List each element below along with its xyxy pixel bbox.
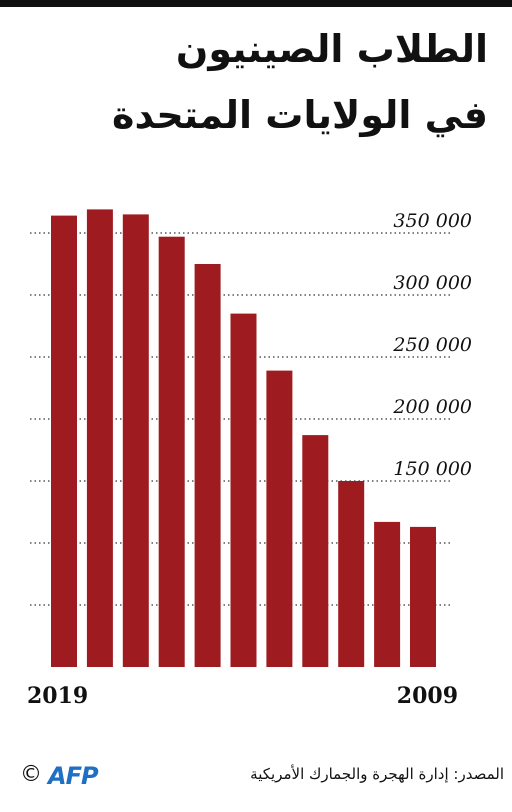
copyright-symbol: © — [20, 762, 42, 787]
bar-2012 — [302, 435, 329, 667]
afp-logo: AFP — [48, 762, 99, 790]
y-tick-label: 150 000 — [393, 458, 472, 480]
y-tick-label: 350 000 — [393, 210, 472, 232]
x-label-end: 2009 — [397, 683, 458, 709]
title-line-1: الطلاب الصينيون — [175, 27, 488, 71]
y-tick-label: 300 000 — [393, 272, 472, 294]
source-note: المصدر: إدارة الهجرة والجمارك الأمريكية — [250, 765, 504, 783]
bar-2016 — [158, 236, 185, 667]
bar-2019 — [51, 215, 77, 667]
y-tick-label: 200 000 — [392, 396, 472, 418]
bar-2013 — [266, 370, 293, 667]
x-label-start: 2019 — [27, 683, 88, 709]
y-tick-labels: 150 000 200 000 250 000 300 000 350 000 — [392, 210, 472, 480]
top-bar — [0, 0, 512, 7]
bars — [51, 209, 436, 667]
y-tick-label: 250 000 — [392, 334, 472, 356]
bar-2017 — [122, 214, 149, 667]
bar-2010 — [374, 521, 401, 667]
bar-2011 — [338, 481, 365, 667]
bar-2009 — [410, 526, 436, 667]
bar-2015 — [194, 264, 221, 667]
x-tick-labels: 2019 2009 — [27, 683, 458, 709]
bar-2014 — [230, 313, 257, 667]
bar-2018 — [86, 209, 113, 667]
title-line-2: في الولايات المتحدة — [112, 93, 488, 137]
